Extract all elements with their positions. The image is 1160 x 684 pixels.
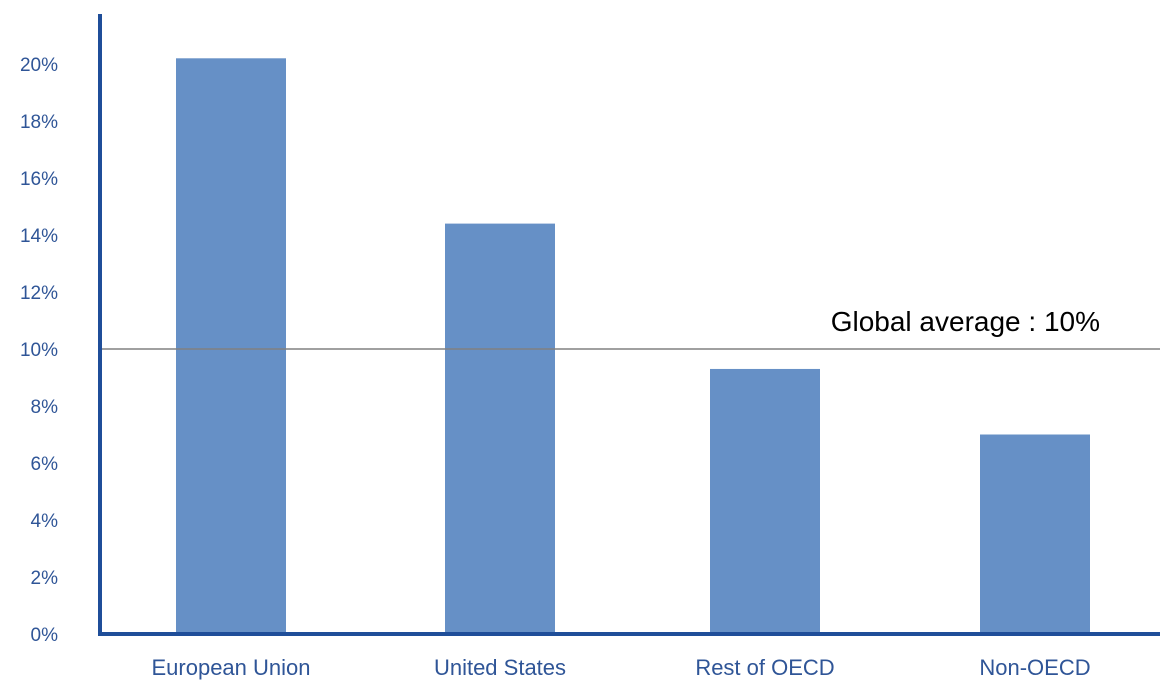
y-tick-label: 4%: [31, 511, 59, 532]
bar: [176, 58, 286, 635]
y-tick-label: 14%: [20, 226, 58, 247]
y-tick-label: 16%: [20, 169, 58, 190]
bar: [980, 434, 1090, 634]
y-tick-label: 10%: [20, 340, 58, 361]
x-category-label: European Union: [151, 655, 310, 680]
y-tick-label: 12%: [20, 283, 58, 304]
bar: [710, 368, 820, 634]
x-category-label: Non-OECD: [979, 655, 1090, 680]
y-tick-label: 6%: [31, 454, 59, 475]
bar: [445, 223, 555, 634]
y-tick-label: 2%: [31, 568, 59, 589]
y-tick-label: 20%: [20, 55, 58, 76]
y-tick-label: 18%: [20, 112, 58, 133]
global-average-label: Global average : 10%: [831, 306, 1100, 337]
y-tick-label: 0%: [31, 625, 59, 646]
bars: [176, 58, 1090, 635]
x-category-labels: European Union United States Rest of OECD N…: [151, 655, 1090, 680]
y-tick-label: 8%: [31, 397, 59, 418]
x-category-label: United States: [434, 655, 566, 680]
y-tick-labels: 0% 2% 4% 6% 8% 10% 12% 14% 16% 18% 20%: [20, 55, 58, 646]
x-category-label: Rest of OECD: [695, 655, 834, 680]
